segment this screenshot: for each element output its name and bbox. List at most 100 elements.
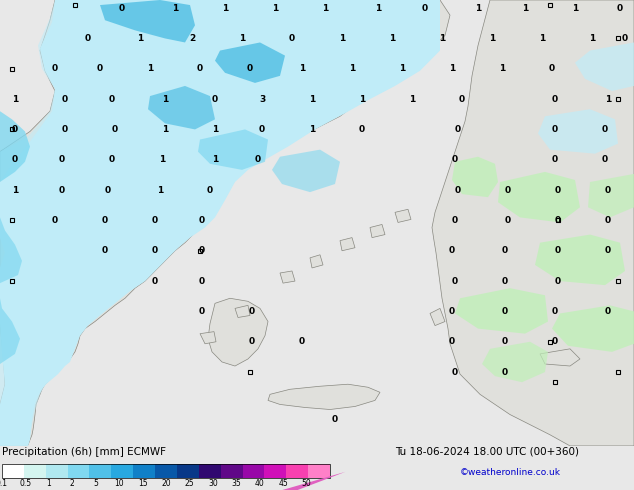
Polygon shape	[100, 0, 195, 43]
Text: 0: 0	[152, 216, 158, 225]
Text: 0: 0	[152, 246, 158, 255]
Text: 30: 30	[208, 479, 217, 488]
Text: 1: 1	[222, 3, 228, 13]
Bar	[287, 464, 308, 478]
Text: 1: 1	[475, 3, 481, 13]
Polygon shape	[452, 157, 498, 197]
Text: 0: 0	[199, 246, 205, 255]
Text: 0: 0	[605, 216, 611, 225]
Polygon shape	[340, 238, 355, 251]
Text: 0: 0	[255, 155, 261, 164]
Bar	[89, 464, 112, 478]
Text: 0: 0	[97, 64, 103, 74]
Text: 0: 0	[505, 186, 511, 195]
Text: 0: 0	[422, 3, 428, 13]
Polygon shape	[208, 298, 268, 366]
Text: 1: 1	[589, 34, 595, 43]
Text: 0: 0	[12, 125, 18, 134]
Polygon shape	[370, 224, 385, 238]
Text: 0: 0	[455, 125, 461, 134]
Polygon shape	[148, 86, 215, 129]
Polygon shape	[235, 305, 250, 318]
Text: 0: 0	[617, 3, 623, 13]
Text: 1: 1	[605, 95, 611, 103]
Text: 1: 1	[449, 64, 455, 74]
Text: 1: 1	[12, 186, 18, 195]
Polygon shape	[198, 129, 268, 170]
Polygon shape	[0, 0, 440, 446]
Polygon shape	[0, 222, 20, 268]
Text: ©weatheronline.co.uk: ©weatheronline.co.uk	[460, 468, 561, 477]
Polygon shape	[0, 258, 18, 298]
Text: 1: 1	[375, 3, 381, 13]
Text: 15: 15	[138, 479, 147, 488]
Text: 0: 0	[119, 3, 125, 13]
Text: 1: 1	[309, 125, 315, 134]
Text: Tu 18-06-2024 18.00 UTC (00+360): Tu 18-06-2024 18.00 UTC (00+360)	[395, 447, 579, 457]
Text: 0: 0	[552, 307, 558, 316]
Text: 0: 0	[102, 246, 108, 255]
Polygon shape	[588, 174, 634, 218]
Text: 0: 0	[452, 155, 458, 164]
Text: 0: 0	[197, 64, 203, 74]
Bar	[177, 464, 199, 478]
Bar	[199, 464, 221, 478]
Polygon shape	[0, 0, 634, 446]
Text: 0: 0	[332, 415, 338, 424]
Bar	[112, 464, 133, 478]
Text: 45: 45	[278, 479, 288, 488]
Text: 0: 0	[207, 186, 213, 195]
Text: 50: 50	[302, 479, 311, 488]
Text: 1: 1	[399, 64, 405, 74]
Bar	[46, 464, 68, 478]
Text: 1: 1	[359, 95, 365, 103]
Bar	[68, 464, 89, 478]
Text: 2: 2	[70, 479, 75, 488]
Polygon shape	[552, 305, 634, 352]
Text: 0: 0	[259, 125, 265, 134]
Text: 0: 0	[249, 307, 255, 316]
Polygon shape	[455, 288, 548, 334]
Polygon shape	[482, 342, 548, 382]
Text: 0: 0	[549, 64, 555, 74]
Text: 2: 2	[189, 34, 195, 43]
Text: 0: 0	[109, 95, 115, 103]
Polygon shape	[310, 255, 323, 268]
Text: 3: 3	[259, 95, 265, 103]
Text: 5: 5	[93, 479, 98, 488]
Text: 1: 1	[349, 64, 355, 74]
Text: 0: 0	[359, 125, 365, 134]
Text: 0: 0	[552, 337, 558, 346]
Text: 0: 0	[605, 186, 611, 195]
Text: Precipitation (6h) [mm] ECMWF: Precipitation (6h) [mm] ECMWF	[2, 447, 166, 457]
Polygon shape	[0, 142, 22, 212]
Polygon shape	[280, 271, 295, 283]
Text: 0.5: 0.5	[20, 479, 32, 488]
Polygon shape	[575, 43, 634, 91]
Text: 0.1: 0.1	[0, 479, 8, 488]
Text: 0: 0	[247, 64, 253, 74]
Polygon shape	[395, 209, 411, 222]
Text: 0: 0	[59, 186, 65, 195]
Text: 0: 0	[505, 216, 511, 225]
Text: 0: 0	[452, 216, 458, 225]
Text: 0: 0	[555, 186, 561, 195]
Text: 1: 1	[212, 125, 218, 134]
Bar	[2, 464, 330, 478]
Polygon shape	[0, 91, 30, 182]
Text: 0: 0	[502, 276, 508, 286]
Text: 1: 1	[299, 64, 305, 74]
Text: 1: 1	[157, 186, 163, 195]
Text: 0: 0	[502, 337, 508, 346]
Text: 0: 0	[62, 125, 68, 134]
Text: 1: 1	[572, 3, 578, 13]
Bar	[133, 464, 155, 478]
Text: 0: 0	[602, 155, 608, 164]
Text: 0: 0	[602, 125, 608, 134]
Polygon shape	[215, 43, 285, 83]
Text: 0: 0	[85, 34, 91, 43]
Text: 0: 0	[199, 276, 205, 286]
Polygon shape	[200, 332, 216, 344]
Text: 0: 0	[555, 246, 561, 255]
Text: 0: 0	[449, 337, 455, 346]
